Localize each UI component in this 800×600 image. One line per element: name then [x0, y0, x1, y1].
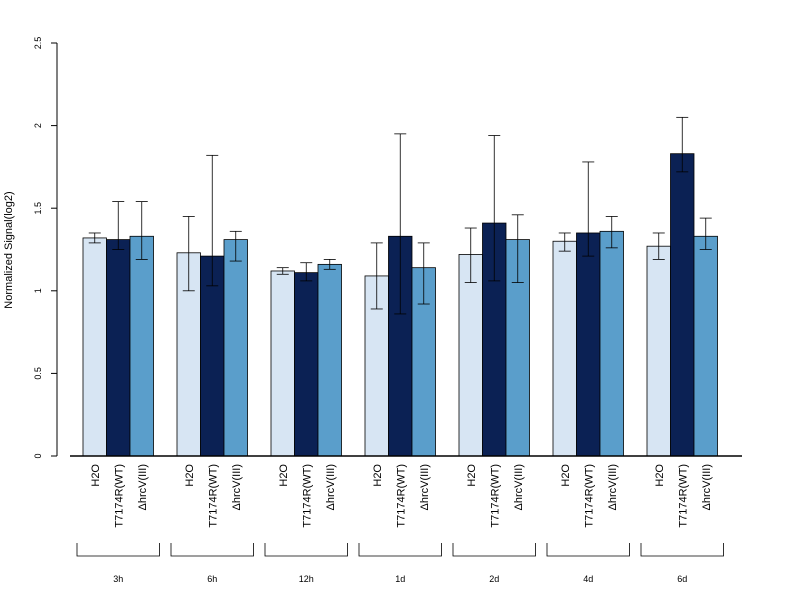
- bar: [106, 239, 131, 457]
- bar: [223, 239, 248, 457]
- bar-series-label: ΔhrcV(III): [701, 464, 713, 510]
- bar-series-label: H2O: [184, 464, 196, 487]
- error-bar: [229, 230, 242, 262]
- group-bracket: [76, 543, 160, 557]
- bars-layer: [82, 116, 718, 457]
- bar-series-label: ΔhrcV(III): [137, 464, 149, 510]
- error-bar: [182, 216, 195, 292]
- bar-series-label: H2O: [560, 464, 572, 487]
- group-bracket: [640, 543, 724, 557]
- error-bar: [605, 216, 618, 249]
- bar: [458, 254, 483, 457]
- group-label: 6d: [677, 574, 687, 584]
- y-tick-label: 1: [33, 288, 43, 293]
- group-bracket: [170, 543, 254, 557]
- bar: [270, 270, 295, 457]
- error-bar: [464, 227, 477, 283]
- bar-series-label: H2O: [278, 464, 290, 487]
- bar-series-label: H2O: [654, 464, 666, 487]
- bar-series-label: T7174R(WT): [583, 464, 595, 528]
- error-bar: [88, 232, 101, 244]
- bar: [576, 232, 601, 457]
- bar-series-label: T7174R(WT): [395, 464, 407, 528]
- error-bar: [323, 259, 336, 270]
- bar-series-label: H2O: [466, 464, 478, 487]
- error-bar: [276, 267, 289, 275]
- group-brackets-layer: 3h 6h 12h 1d 2d 4d 6d: [76, 543, 724, 584]
- bar: [552, 240, 577, 457]
- bar: [693, 235, 718, 457]
- error-bar: [676, 116, 689, 173]
- y-tick-label: 0: [33, 453, 43, 458]
- error-bar: [112, 201, 125, 250]
- bar-series-label: ΔhrcV(III): [325, 464, 337, 510]
- group-label: 2d: [489, 574, 499, 584]
- x-labels-layer: H2O T7174R(WT) ΔhrcV(III) H2O T7174R(WT) Δhrc…: [90, 464, 713, 528]
- bar-series-label: T7174R(WT): [301, 464, 313, 528]
- error-bar: [582, 161, 595, 257]
- error-bar: [417, 242, 430, 305]
- bar: [599, 230, 624, 457]
- group-bracket: [264, 543, 348, 557]
- bar-series-label: T7174R(WT): [489, 464, 501, 528]
- bar: [129, 235, 154, 457]
- error-bar: [300, 262, 313, 282]
- y-tick-label: 0.5: [33, 367, 43, 380]
- error-bar: [206, 154, 219, 287]
- group-label: 6h: [207, 574, 217, 584]
- group-label: 4d: [583, 574, 593, 584]
- bar-series-label: ΔhrcV(III): [419, 464, 431, 510]
- y-tick-label: 1.5: [33, 202, 43, 215]
- group-label: 3h: [113, 574, 123, 584]
- bar-series-label: T7174R(WT): [677, 464, 689, 528]
- bar-series-label: ΔhrcV(III): [231, 464, 243, 510]
- bar-series-label: H2O: [90, 464, 102, 487]
- error-bar: [652, 232, 665, 260]
- bar-series-label: ΔhrcV(III): [607, 464, 619, 510]
- error-bar: [370, 242, 383, 310]
- group-label: 12h: [299, 574, 314, 584]
- error-bar: [511, 214, 524, 283]
- bar-series-label: ΔhrcV(III): [513, 464, 525, 510]
- bar: [317, 263, 342, 457]
- error-bar: [394, 133, 407, 315]
- y-axis-title: Normalized Signal(log2): [3, 191, 15, 308]
- bar: [294, 272, 319, 457]
- bar: [670, 153, 695, 457]
- bar-series-label: T7174R(WT): [113, 464, 125, 528]
- bar: [82, 237, 107, 457]
- group-label: 1d: [395, 574, 405, 584]
- y-axis: 0 0.5 1 1.5 2 2.5: [33, 37, 58, 459]
- bar: [646, 245, 671, 457]
- group-bracket: [452, 543, 536, 557]
- bar-series-label: T7174R(WT): [207, 464, 219, 528]
- group-bracket: [358, 543, 442, 557]
- error-bar: [135, 201, 148, 260]
- group-bracket: [546, 543, 630, 557]
- y-tick-label: 2.5: [33, 37, 43, 50]
- error-bar: [699, 217, 712, 250]
- bar-series-label: H2O: [372, 464, 384, 487]
- y-tick-label: 2: [33, 123, 43, 128]
- error-bar: [488, 135, 501, 282]
- error-bar: [558, 232, 571, 252]
